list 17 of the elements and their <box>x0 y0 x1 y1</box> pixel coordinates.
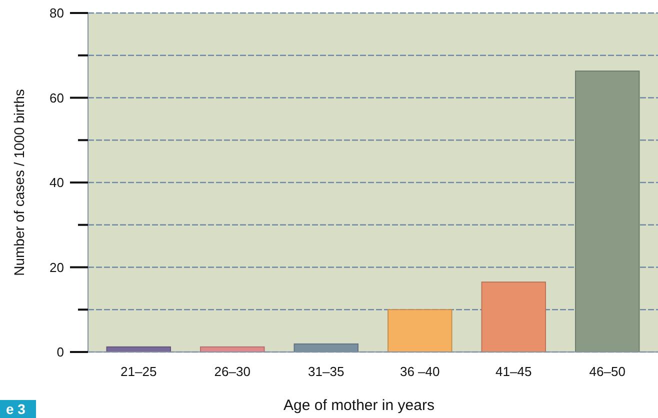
y-tick-label: 20 <box>50 260 64 275</box>
y-tick-label: 0 <box>56 344 64 360</box>
y-tick-label: 60 <box>50 90 64 106</box>
text: e 3 <box>6 401 26 417</box>
y-tick-label: 40 <box>50 175 64 190</box>
y-tick-label: 80 <box>50 6 64 21</box>
x-tick-label: 41–45 <box>496 364 532 379</box>
x-tick-label: 36 –40 <box>400 364 440 379</box>
bar <box>575 70 640 352</box>
bar <box>481 282 546 352</box>
x-tick-label: 31–35 <box>308 364 344 379</box>
x-tick-label: 26–30 <box>214 364 250 379</box>
y-axis-title: Number of cases / 1000 births <box>11 89 27 276</box>
x-tick-label: 46–50 <box>589 364 626 379</box>
x-axis-title: Age of mother in years <box>284 397 434 414</box>
bar <box>388 309 452 352</box>
x-tick-label: 21–25 <box>120 364 157 379</box>
